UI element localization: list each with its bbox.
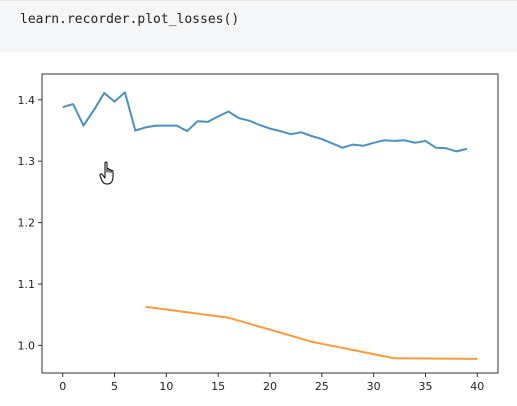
x-tick-label: 5 xyxy=(111,380,118,393)
plot-frame xyxy=(41,73,499,374)
x-tick-label: 15 xyxy=(211,380,225,393)
x-tick-label: 10 xyxy=(159,380,173,393)
y-tick-label: 1.0 xyxy=(18,339,36,352)
y-axis: 1.0 1.1 1.2 1.3 1.4 xyxy=(18,94,42,352)
y-tick-label: 1.4 xyxy=(18,94,36,107)
code-cell[interactable]: learn.recorder.plot_losses() xyxy=(0,0,517,52)
x-axis: 0 5 10 15 20 25 30 35 40 xyxy=(59,373,484,393)
y-tick-label: 1.2 xyxy=(18,217,36,230)
y-tick-label: 1.1 xyxy=(18,278,36,291)
series-lines xyxy=(62,91,478,360)
x-tick-label: 30 xyxy=(367,380,381,393)
hand-pointer-icon xyxy=(99,161,114,185)
y-tick-label: 1.3 xyxy=(18,155,36,168)
x-tick-label: 25 xyxy=(315,380,329,393)
x-tick-label: 40 xyxy=(470,380,484,393)
x-tick-label: 20 xyxy=(263,380,277,393)
code-text: learn.recorder.plot_losses() xyxy=(20,12,240,27)
series-line-2 xyxy=(145,305,478,360)
plot-area xyxy=(41,73,499,374)
x-tick-label: 35 xyxy=(418,380,432,393)
x-tick-label: 0 xyxy=(59,380,66,393)
series-line-1 xyxy=(62,91,468,153)
loss-plot: 0 5 10 15 20 25 30 35 40 1.0 1.1 1.2 1.3 1.4 xyxy=(18,73,499,393)
